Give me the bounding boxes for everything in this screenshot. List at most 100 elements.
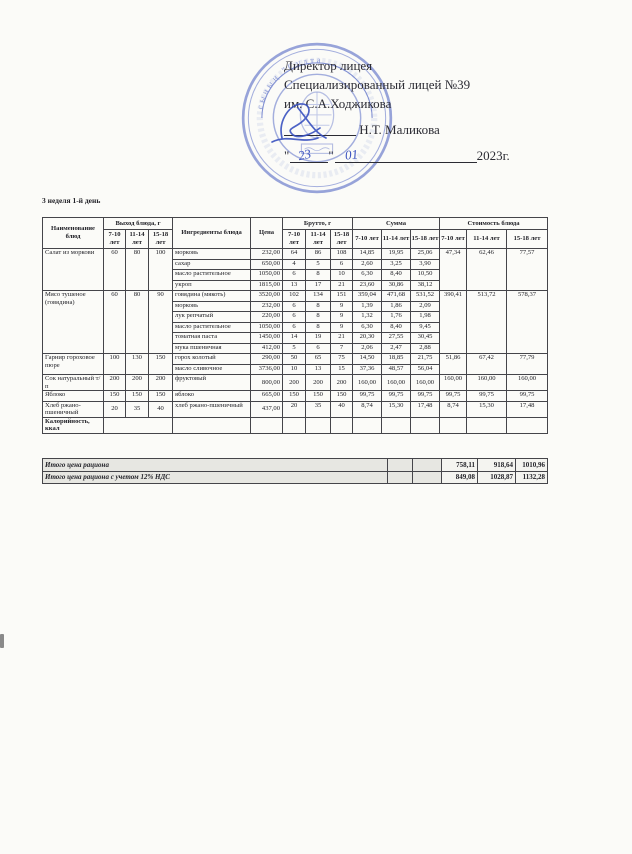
sum-cell: 2,60 — [352, 258, 383, 270]
brutto-cell: 8 — [305, 321, 332, 333]
col-header-brutto: Брутто, г — [282, 217, 354, 230]
sum-cell: 359,04 — [352, 290, 383, 302]
brutto-cell: 65 — [305, 353, 332, 365]
sum-cell: 8,40 — [381, 321, 412, 333]
brutto-cell: 102 — [282, 290, 307, 302]
header-line-2: Специализированный лицей №39 — [284, 77, 471, 92]
output-cell: 130 — [125, 353, 149, 375]
brutto-cell: 15 — [330, 363, 354, 375]
brutto-cell: 8 — [305, 311, 332, 323]
month-underline: 01 — [334, 146, 477, 163]
output-cell: 200 — [103, 373, 126, 392]
sum-cell: 2,88 — [410, 342, 441, 354]
empty-cell — [412, 458, 442, 472]
dish-name-cell: Яблоко — [42, 390, 104, 402]
col-header-age: 7-10 лет — [439, 229, 468, 249]
brutto-cell: 6 — [282, 311, 307, 323]
ingredient-row: Сок натуральный т/п 200 200 200 фруктовый 800… — [42, 373, 549, 392]
cost-cell: 390,41 — [439, 290, 468, 354]
ingredient-row: Гарнир гороховое пюре 100 130 150 горох коло… — [42, 353, 549, 375]
date-line: " 23 " 01 2023г. — [284, 146, 510, 165]
ingredient-row: Мясо тушеное (говядина) 60 80 90 говядина (м… — [42, 290, 549, 354]
brutto-cell: 17 — [305, 279, 332, 291]
brutto-cell: 20 — [282, 400, 307, 418]
ingredient-cell: морковь — [172, 248, 252, 260]
col-header-age: 7-10 лет — [103, 229, 126, 249]
brutto-cell: 151 — [330, 290, 354, 302]
brutto-cell: 21 — [330, 332, 354, 344]
header-line-3: им. С.А.Ходжикова — [284, 96, 392, 111]
sum-cell: 2,09 — [410, 300, 441, 312]
sum-cell: 8,74 — [352, 400, 383, 418]
brutto-cell: 19 — [305, 332, 332, 344]
close-quote: " — [328, 148, 335, 163]
ingredient-row: Салат из моркови 60 80 100 морковь 232,00 64 86… — [42, 248, 549, 291]
brutto-cell: 108 — [330, 248, 354, 260]
col-header-name: Наименование блюд — [42, 217, 104, 249]
empty-cell — [387, 470, 413, 484]
ingredient-cell: масло сливочное — [172, 363, 252, 375]
totals-label: Итого цена рациона с учетом 12% НДС — [42, 470, 388, 484]
cost-cell: 99,75 — [439, 390, 468, 402]
sum-cell: 25,06 — [410, 248, 441, 260]
brutto-cell: 9 — [330, 300, 354, 312]
sum-cell: 531,52 — [410, 290, 441, 302]
price-cell — [250, 416, 284, 434]
ingredient-cell: томатная паста — [172, 332, 252, 344]
sum-cell: 99,75 — [410, 390, 441, 402]
sum-cell: 17,48 — [410, 400, 441, 418]
col-header-price: Цена — [250, 217, 284, 249]
output-cell: 35 — [125, 400, 149, 418]
header-line-1: Директор лицея — [284, 58, 373, 73]
brutto-cell: 8 — [305, 300, 332, 312]
dish-name-cell: Сок натуральный т/п — [42, 373, 104, 392]
sum-cell — [410, 416, 441, 434]
brutto-cell: 150 — [305, 390, 332, 402]
output-cell: 90 — [147, 290, 174, 354]
output-cell: 150 — [103, 390, 126, 402]
sum-cell: 160,00 — [410, 373, 441, 392]
col-header-ingredients: Ингредиенты блюда — [172, 217, 252, 249]
sum-cell: 471,68 — [381, 290, 412, 302]
brutto-cell: 6 — [282, 321, 307, 333]
output-cell: 80 — [125, 248, 149, 291]
sum-cell: 14,50 — [352, 353, 383, 365]
totals-value: 918,64 — [477, 458, 516, 472]
totals-value: 849,08 — [441, 470, 478, 484]
signature-stroke — [271, 103, 327, 143]
empty-cell — [412, 470, 442, 484]
ingredient-cell: говядина (мякоть) — [172, 290, 252, 302]
totals-label: Итого цена рациона — [42, 458, 388, 472]
cost-cell: 51,86 — [439, 353, 468, 375]
ingredient-row: томатная паста 1450,00 14 19 21 20,30 27,55 30,… — [43, 332, 548, 344]
col-header-sum: Сумма — [352, 217, 441, 230]
sum-cell: 20,30 — [352, 332, 383, 344]
brutto-cell: 6 — [282, 300, 307, 312]
cost-cell: 47,34 — [439, 248, 468, 291]
brutto-cell: 4 — [282, 258, 307, 270]
ingredient-cell: мука пшеничная — [172, 342, 252, 354]
sum-cell: 160,00 — [381, 373, 412, 392]
price-cell: 220,00 — [250, 311, 284, 323]
price-cell: 650,00 — [250, 258, 284, 270]
price-cell: 1050,00 — [250, 321, 284, 333]
sum-cell: 27,55 — [381, 332, 412, 344]
sum-cell: 6,30 — [352, 269, 383, 281]
brutto-cell: 35 — [305, 400, 332, 418]
signature-line: Н.Т. Маликова — [284, 120, 510, 140]
cost-cell — [439, 416, 468, 434]
ingredient-row: укроп 1815,00 13 17 21 23,60 30,86 38,12 — [43, 279, 548, 291]
sum-cell: 14,85 — [352, 248, 383, 260]
approval-block: Директор лицея Специализированный лицей … — [284, 56, 510, 165]
sum-cell: 6,30 — [352, 321, 383, 333]
output-cell: 60 — [103, 290, 126, 354]
brutto-cell: 6 — [282, 269, 307, 281]
price-cell: 665,00 — [250, 390, 284, 402]
col-header-age: 7-10 лет — [282, 229, 307, 249]
col-header-age: 7-10 лет — [352, 229, 383, 249]
brutto-cell: 200 — [330, 373, 354, 392]
ingredient-cell: горох колотый — [172, 353, 252, 365]
output-cell: 200 — [147, 373, 174, 392]
brutto-cell: 150 — [282, 390, 307, 402]
sum-cell: 1,76 — [381, 311, 412, 323]
